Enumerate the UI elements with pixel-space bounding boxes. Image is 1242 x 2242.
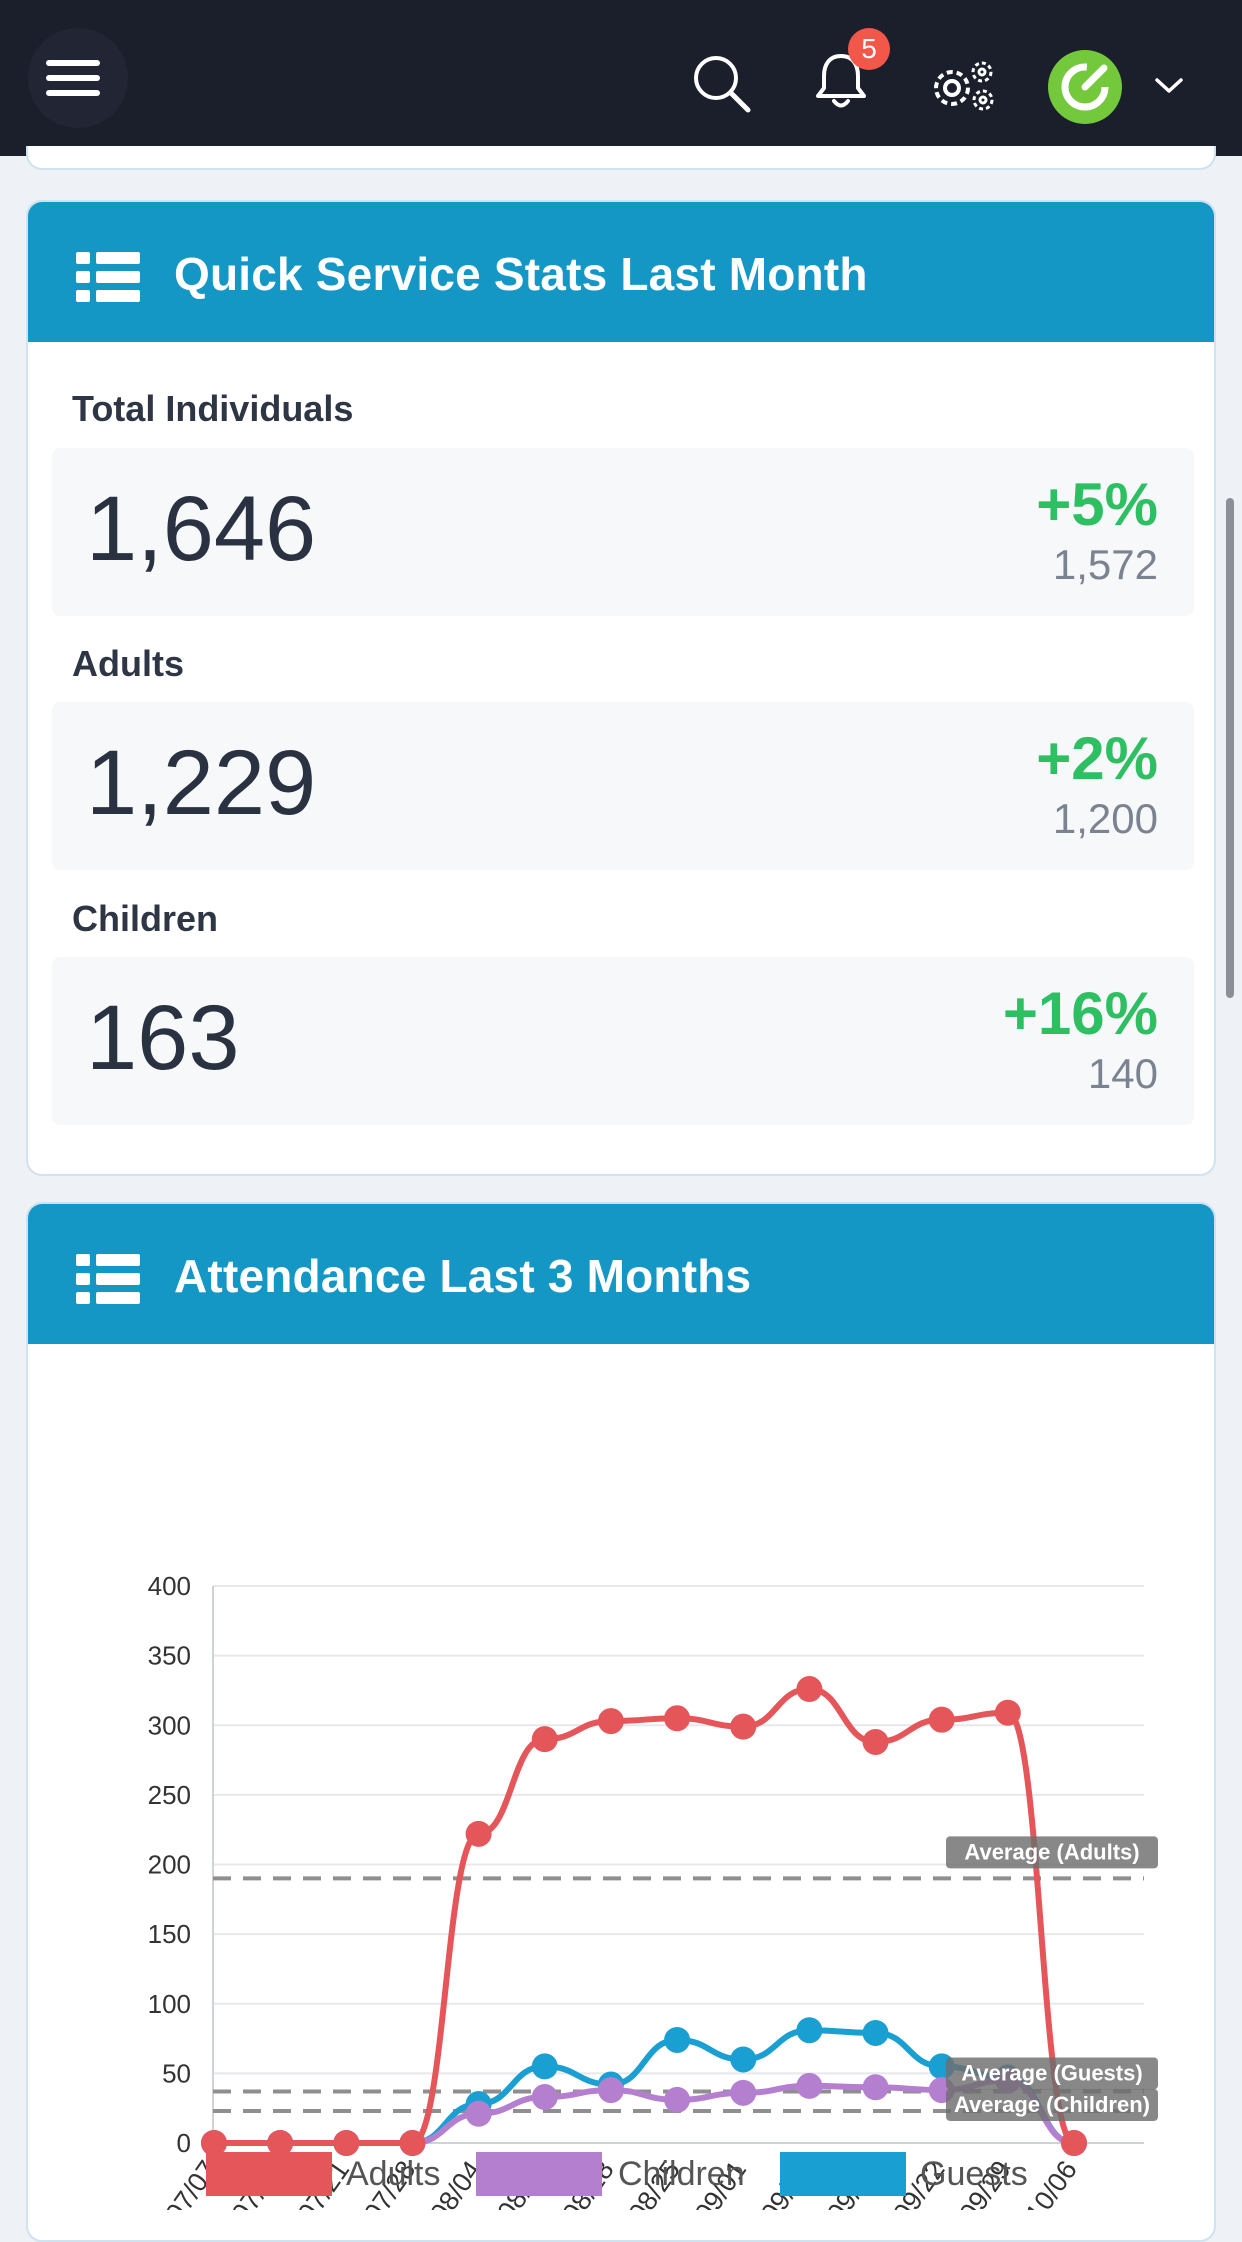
data-point-adults — [465, 1820, 492, 1847]
y-tick-label: 200 — [148, 1850, 191, 1880]
data-point-adults — [333, 2130, 360, 2156]
scrollbar[interactable] — [1226, 498, 1234, 998]
legend-label-adults: Adults — [346, 2155, 441, 2193]
average-label-bg — [946, 2088, 1158, 2121]
data-point-children — [796, 2072, 823, 2099]
data-point-adults — [796, 1676, 823, 1703]
data-point-adults — [862, 1728, 889, 1755]
average-label-bg — [946, 1836, 1158, 1869]
stat-previous: 1,572 — [1052, 541, 1158, 588]
stat-value: 1,229 — [86, 732, 317, 834]
data-point-adults — [399, 2130, 426, 2156]
data-point-adults — [267, 2130, 294, 2156]
data-point-adults — [1061, 2130, 1087, 2156]
avatar-logo-icon — [1061, 63, 1109, 111]
notification-badge: 5 — [848, 28, 890, 70]
previous-card-edge — [26, 146, 1216, 170]
stat-box-total-individuals: 1,646 +5% 1,572 — [52, 448, 1194, 616]
average-label-bg — [946, 2057, 1158, 2090]
avatar[interactable] — [1048, 50, 1122, 124]
y-tick-label: 100 — [148, 1989, 191, 2019]
stat-value: 1,646 — [86, 478, 317, 580]
menu-button[interactable] — [28, 28, 128, 128]
average-label: Average (Adults) — [964, 1839, 1139, 1864]
data-point-adults — [597, 1708, 624, 1735]
stat-label-total-individuals: Total Individuals — [72, 388, 354, 429]
stat-value: 163 — [86, 987, 240, 1089]
y-tick-label: 300 — [148, 1710, 191, 1740]
data-point-children — [531, 2084, 558, 2111]
list-icon — [76, 252, 140, 302]
data-point-adults — [928, 1706, 955, 1733]
y-tick-label: 0 — [177, 2128, 191, 2158]
attendance-card: Attendance Last 3 Months 0 50 100 150 200 250… — [26, 1202, 1216, 2242]
data-point-children — [664, 2086, 691, 2113]
stat-change: +16% — [1002, 980, 1158, 1047]
data-point-guests — [664, 2026, 691, 2053]
data-point-guests — [531, 2053, 558, 2080]
stat-box-adults: 1,229 +2% 1,200 — [52, 702, 1194, 870]
y-tick-label: 250 — [148, 1780, 191, 1810]
data-point-children — [465, 2100, 492, 2127]
card-header: Attendance Last 3 Months — [28, 1204, 1214, 1344]
data-point-adults — [730, 1713, 757, 1740]
chevron-down-icon[interactable] — [1154, 76, 1184, 96]
stat-label-children: Children — [72, 898, 219, 939]
attendance-chart: 05010015020025030035040007/01 - 07/0707/… — [28, 1344, 1214, 2240]
menu-icon-bar — [46, 75, 100, 81]
data-point-children — [730, 2079, 757, 2106]
attendance-line-chart: 05010015020025030035040007/01 - 07/0707/… — [107, 1571, 1158, 2240]
card-title: Attendance Last 3 Months — [174, 1250, 752, 1302]
card-title: Quick Service Stats Last Month — [174, 248, 868, 300]
gear-icon[interactable] — [928, 56, 1000, 114]
x-tick-label: 07/01 - 07/07 — [107, 2155, 223, 2210]
y-tick-label: 350 — [148, 1641, 191, 1671]
menu-icon-bar — [46, 90, 100, 96]
average-label: Average (Children) — [954, 2092, 1150, 2117]
series-line-adults — [213, 1686, 1076, 2146]
list-icon — [76, 1254, 140, 1304]
stat-change: +2% — [1036, 725, 1158, 792]
y-tick-label: 50 — [162, 2058, 191, 2088]
data-point-children — [597, 2077, 624, 2104]
legend-swatch-guests — [780, 2152, 906, 2196]
stat-change: +5% — [1036, 471, 1158, 538]
stat-previous: 1,200 — [1052, 795, 1158, 842]
stat-label-adults: Adults — [72, 643, 184, 684]
data-point-children — [862, 2074, 889, 2101]
legend-swatch-adults — [206, 2152, 332, 2196]
data-point-guests — [862, 2019, 889, 2046]
data-point-guests — [730, 2046, 757, 2073]
search-icon[interactable] — [690, 52, 754, 116]
card-header: Quick Service Stats Last Month — [28, 202, 1214, 342]
data-point-adults — [994, 1699, 1021, 1726]
quick-service-stats-card: Quick Service Stats Last Month Total Ind… — [26, 200, 1216, 1176]
data-point-adults — [664, 1705, 691, 1732]
data-point-guests — [796, 2017, 823, 2044]
data-point-adults — [201, 2130, 227, 2156]
legend-label-guests: Guests — [920, 2155, 1028, 2193]
stat-box-children: 163 +16% 140 — [52, 957, 1194, 1125]
y-tick-label: 400 — [148, 1571, 191, 1601]
average-label: Average (Guests) — [961, 2060, 1142, 2085]
legend-swatch-children — [476, 2152, 602, 2196]
stat-previous: 140 — [1087, 1050, 1158, 1097]
legend-label-children: Children — [618, 2155, 745, 2193]
menu-icon-bar — [46, 60, 100, 66]
top-bar: 5 — [0, 0, 1242, 156]
y-tick-label: 150 — [148, 1919, 191, 1949]
data-point-adults — [531, 1726, 558, 1753]
